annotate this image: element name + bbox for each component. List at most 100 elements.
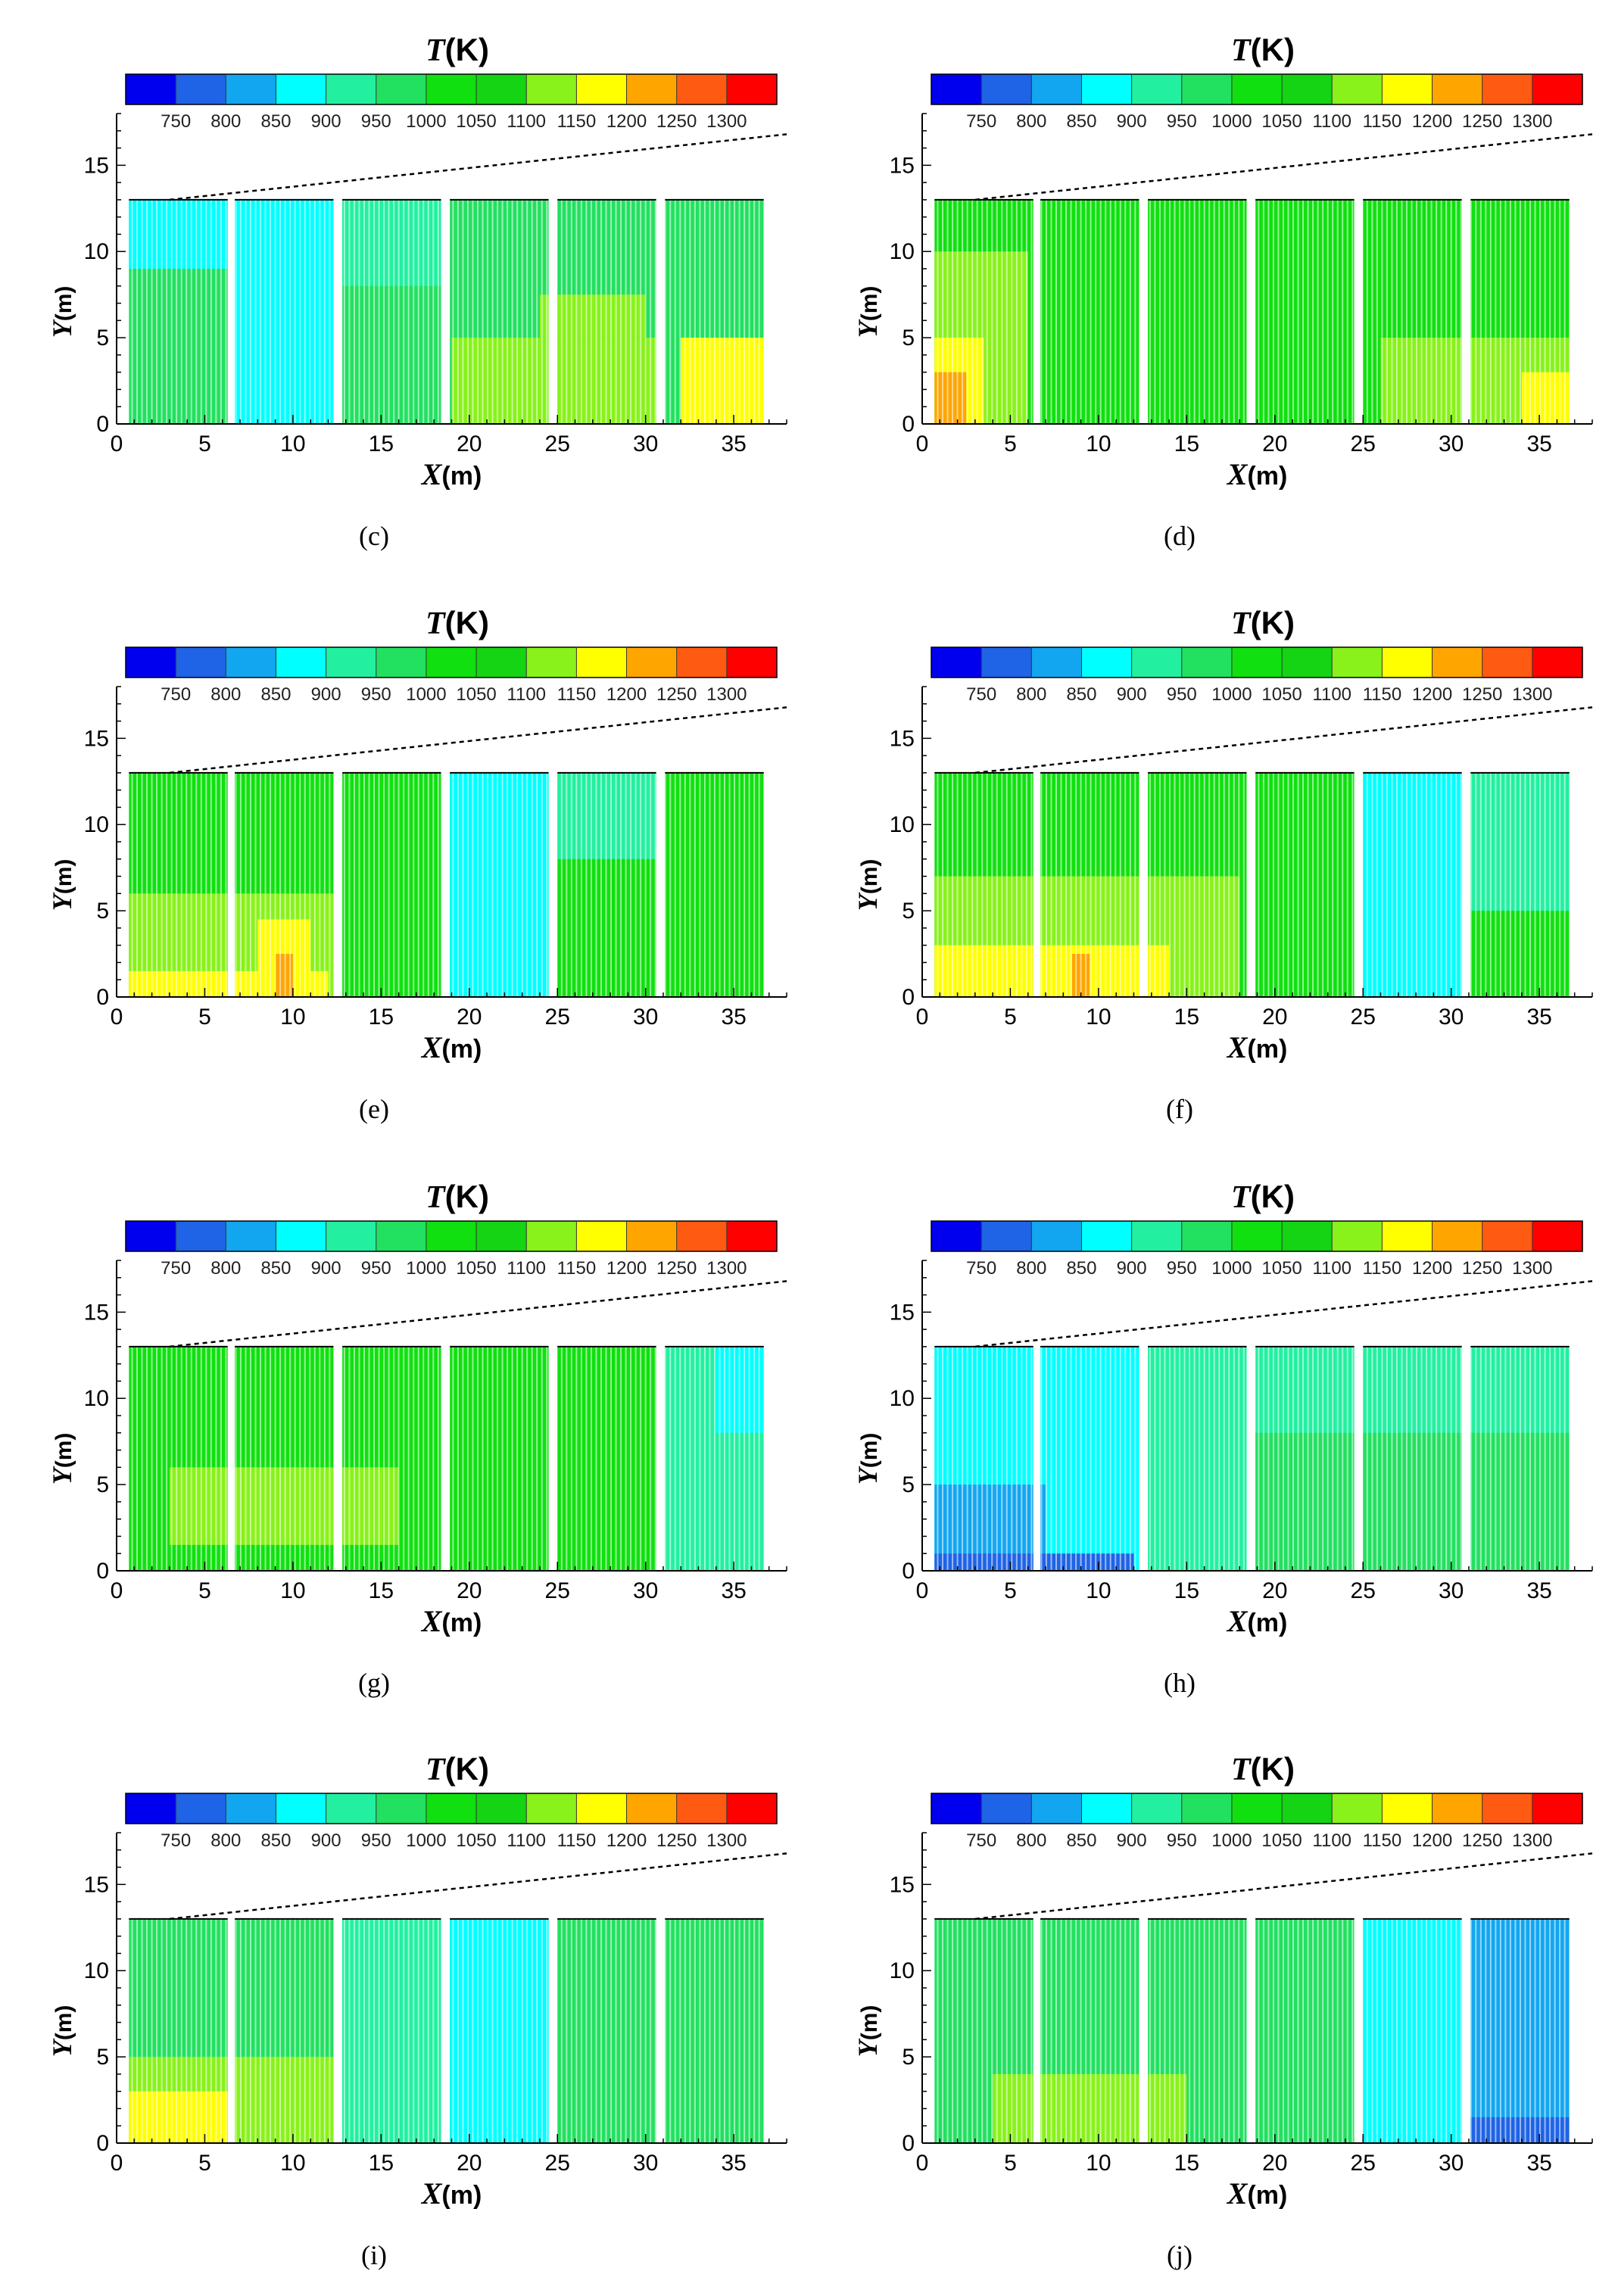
x-tick-label: 30 bbox=[633, 1578, 658, 1603]
colorbar-tick-label: 1150 bbox=[557, 684, 597, 705]
colorbar-swatch bbox=[176, 647, 226, 678]
y-tick-label: 0 bbox=[96, 2131, 109, 2156]
colorbar-frame bbox=[125, 646, 778, 678]
colorbar-swatch bbox=[326, 1221, 377, 1251]
panel-caption: (j) bbox=[1167, 2240, 1192, 2270]
colorbar-tick-label: 1300 bbox=[1512, 111, 1552, 132]
colorbar-tick-label: 750 bbox=[966, 111, 996, 132]
colorbar-tick-label: 1150 bbox=[1363, 1258, 1402, 1279]
x-tick-label: 20 bbox=[1262, 1578, 1287, 1603]
y-axis-title: Y(m) bbox=[853, 1433, 883, 1485]
colorbar-tick-label: 1300 bbox=[1512, 1830, 1552, 1851]
x-axis-title: X(m) bbox=[420, 1604, 482, 1638]
colorbar-title: T(K) bbox=[1231, 1751, 1295, 1787]
x-tick-label: 25 bbox=[545, 2151, 570, 2176]
y-tick-label: 5 bbox=[96, 1472, 109, 1497]
colorbar-tick-label: 1000 bbox=[406, 684, 446, 705]
colorbar-tick-label: 1150 bbox=[557, 111, 597, 132]
colorbar-tick-label: 900 bbox=[1117, 1830, 1147, 1851]
colorbar-swatch bbox=[126, 1793, 176, 1824]
temperature-region bbox=[442, 772, 558, 997]
temperature-field bbox=[129, 1346, 764, 1571]
y-axis-title: Y(m) bbox=[47, 1433, 77, 1485]
y-tick-label: 0 bbox=[96, 1559, 109, 1584]
panel-caption: (d) bbox=[1164, 521, 1196, 551]
x-tick-label: 0 bbox=[111, 431, 123, 456]
panel-f: T(K)750 800 850 900 950 1000 1050 1100 1150 1200 1… bbox=[853, 605, 1593, 1124]
colorbar-swatch bbox=[526, 74, 577, 104]
y-tick-label: 10 bbox=[890, 1386, 915, 1411]
colorbar-tick-label: 800 bbox=[210, 111, 241, 132]
x-tick-label: 5 bbox=[1004, 431, 1017, 456]
panel-e: T(K)750 800 850 900 950 1000 1050 1100 1150 1200 1… bbox=[47, 605, 787, 1124]
colorbar-tick-label: 1250 bbox=[656, 1258, 697, 1279]
colorbar-swatch bbox=[576, 1793, 628, 1824]
colorbar-tick-label: 900 bbox=[311, 1258, 341, 1279]
colorbar-swatch bbox=[526, 1793, 577, 1824]
colorbar-swatch bbox=[1231, 74, 1283, 104]
colorbar-tick-label: 1100 bbox=[507, 1830, 546, 1851]
x-tick-label: 35 bbox=[721, 1578, 746, 1603]
colorbar-swatch bbox=[1031, 1793, 1082, 1824]
colorbar-tick-label: 1000 bbox=[1211, 1830, 1252, 1851]
colorbar-swatch bbox=[1482, 1793, 1533, 1824]
colorbar-tick-label: 750 bbox=[161, 684, 191, 705]
temperature-region bbox=[337, 1918, 443, 2143]
colorbar-title: T(K) bbox=[426, 605, 489, 641]
colorbar-swatch bbox=[476, 1793, 527, 1824]
temperature-field bbox=[934, 772, 1570, 997]
panel-c: T(K)750 800 850 900 950 1000 1050 1100 1150 1200 1… bbox=[47, 32, 787, 551]
panel-caption: (e) bbox=[359, 1094, 389, 1124]
colorbar-tick-label: 900 bbox=[1117, 111, 1147, 132]
colorbar-tick-label: 950 bbox=[361, 684, 391, 705]
roof-dashed-line bbox=[974, 706, 1593, 774]
x-axis-title: X(m) bbox=[1226, 1030, 1288, 1064]
colorbar-swatch bbox=[1382, 1221, 1433, 1251]
x-tick-label: 10 bbox=[1086, 2151, 1111, 2176]
colorbar-tick-label: 1250 bbox=[656, 1830, 697, 1851]
colorbar-tick-label: 1000 bbox=[406, 1258, 446, 1279]
x-axis-title: X(m) bbox=[1226, 1604, 1288, 1638]
colorbar-tick-label: 850 bbox=[1066, 684, 1096, 705]
y-tick-label: 5 bbox=[902, 326, 915, 350]
x-tick-label: 25 bbox=[1351, 2151, 1376, 2176]
panel-h: T(K)750 800 850 900 950 1000 1050 1100 1150 1200 1… bbox=[853, 1179, 1593, 1698]
x-tick-label: 5 bbox=[1004, 1578, 1017, 1603]
colorbar-swatch bbox=[226, 1221, 276, 1251]
panel-caption: (f) bbox=[1166, 1094, 1193, 1124]
colorbar-tick-label: 1250 bbox=[1462, 111, 1502, 132]
colorbar-swatch bbox=[1382, 74, 1433, 104]
colorbar-tick-label: 1050 bbox=[456, 1830, 496, 1851]
colorbar-tick-label: 1300 bbox=[1512, 1258, 1552, 1279]
colorbar-swatch bbox=[176, 1793, 226, 1824]
colorbar-swatch bbox=[1332, 1221, 1383, 1251]
colorbar-swatch bbox=[626, 1793, 678, 1824]
x-tick-label: 0 bbox=[916, 1578, 929, 1603]
panel-g: T(K)750 800 850 900 950 1000 1050 1100 1150 1200 1… bbox=[47, 1179, 787, 1698]
colorbar-swatch bbox=[126, 1221, 176, 1251]
y-tick-label: 5 bbox=[96, 899, 109, 924]
colorbar-tick-label: 1050 bbox=[1261, 111, 1302, 132]
x-tick-label: 0 bbox=[916, 2151, 929, 2176]
colorbar-swatch bbox=[1382, 1793, 1433, 1824]
colorbar-tick-label: 950 bbox=[1167, 684, 1197, 705]
roof-dashed-line bbox=[974, 133, 1593, 201]
x-tick-label: 25 bbox=[545, 431, 570, 456]
colorbar-swatch bbox=[1231, 647, 1283, 678]
temperature-region bbox=[169, 1467, 399, 1545]
x-tick-label: 35 bbox=[721, 1005, 746, 1030]
temperature-field bbox=[129, 199, 764, 424]
temperature-field bbox=[934, 1918, 1570, 2143]
colorbar-tick-label: 1100 bbox=[1312, 1830, 1351, 1851]
colorbar-swatch bbox=[1181, 74, 1233, 104]
colorbar-swatch bbox=[426, 647, 477, 678]
x-axis-title: X(m) bbox=[420, 1030, 482, 1064]
colorbar-swatch bbox=[1181, 647, 1233, 678]
colorbar-swatch bbox=[376, 1221, 427, 1251]
colorbar-tick-label: 1000 bbox=[406, 1830, 446, 1851]
colorbar-tick-label: 750 bbox=[161, 111, 191, 132]
colorbar-swatch bbox=[1131, 1793, 1183, 1824]
x-tick-label: 25 bbox=[545, 1005, 570, 1030]
y-tick-label: 15 bbox=[890, 153, 915, 178]
colorbar-tick-label: 950 bbox=[1167, 1830, 1197, 1851]
